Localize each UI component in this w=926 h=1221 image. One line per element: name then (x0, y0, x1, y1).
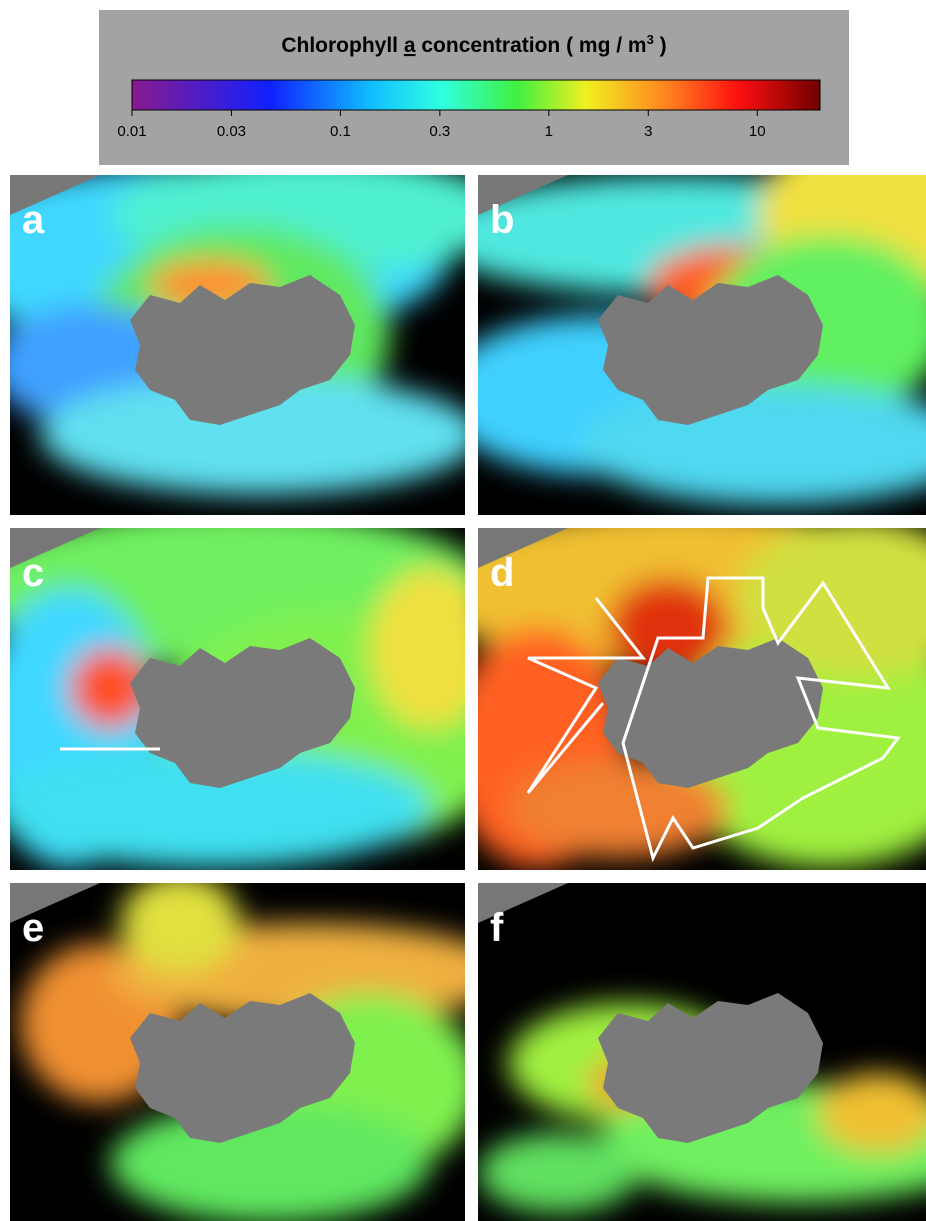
chlorophyll-patch (10, 748, 430, 868)
chlorophyll-patch (818, 1073, 926, 1153)
colorbar-tick-label: 0.01 (117, 123, 146, 140)
colorbar-tick-label: 0.1 (330, 123, 351, 140)
title-part: concentration ( mg / m (416, 34, 647, 57)
chlorophyll-patch (40, 375, 465, 495)
colorbar-tick-label: 3 (644, 123, 652, 140)
title-part: a (404, 34, 416, 57)
map-panel: f (478, 883, 926, 1221)
title-part: Chlorophyll (281, 34, 404, 57)
panel-label: d (490, 551, 514, 595)
land-mask (10, 175, 100, 215)
panel-label: a (22, 198, 45, 242)
colorbar-tick-label: 1 (545, 123, 553, 140)
panel-label: f (490, 906, 504, 950)
chlorophyll-patch (478, 1133, 638, 1213)
land-mask (10, 528, 100, 568)
land-mask (478, 528, 568, 568)
island (130, 993, 355, 1143)
map-panel: d (478, 528, 926, 870)
map-panel: c (10, 528, 465, 870)
colorbar-tick-label: 10 (749, 123, 766, 140)
panel-label: c (22, 551, 44, 595)
chlorophyll-patch (370, 568, 465, 728)
colorbar-tick-label: 0.03 (217, 123, 246, 140)
island (130, 638, 355, 788)
title-part: ) (654, 34, 667, 57)
land-mask (10, 883, 100, 923)
panel-label: b (490, 198, 514, 242)
land-mask (478, 883, 568, 923)
colorbar-tick-label: 0.3 (429, 123, 450, 140)
chlorophyll-patch (70, 648, 150, 728)
island (130, 275, 355, 425)
chlorophyll-patch (738, 528, 926, 678)
island (598, 638, 823, 788)
chlorophyll-patch (120, 883, 240, 973)
map-panel: b (478, 175, 926, 515)
island (598, 275, 823, 425)
colorbar (131, 79, 821, 111)
region-outline (526, 576, 901, 863)
title-part: 3 (647, 32, 654, 47)
map-panel: a (10, 175, 465, 515)
island (598, 993, 823, 1143)
land-mask (478, 175, 568, 215)
panel-label: e (22, 906, 44, 950)
colorbar-title: Chlorophyll a concentration ( mg / m3 ) (281, 32, 666, 57)
map-panel: e (10, 883, 465, 1221)
